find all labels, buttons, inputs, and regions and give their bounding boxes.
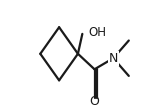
Text: N: N xyxy=(109,52,118,65)
Text: O: O xyxy=(89,95,99,108)
Text: OH: OH xyxy=(88,26,106,39)
